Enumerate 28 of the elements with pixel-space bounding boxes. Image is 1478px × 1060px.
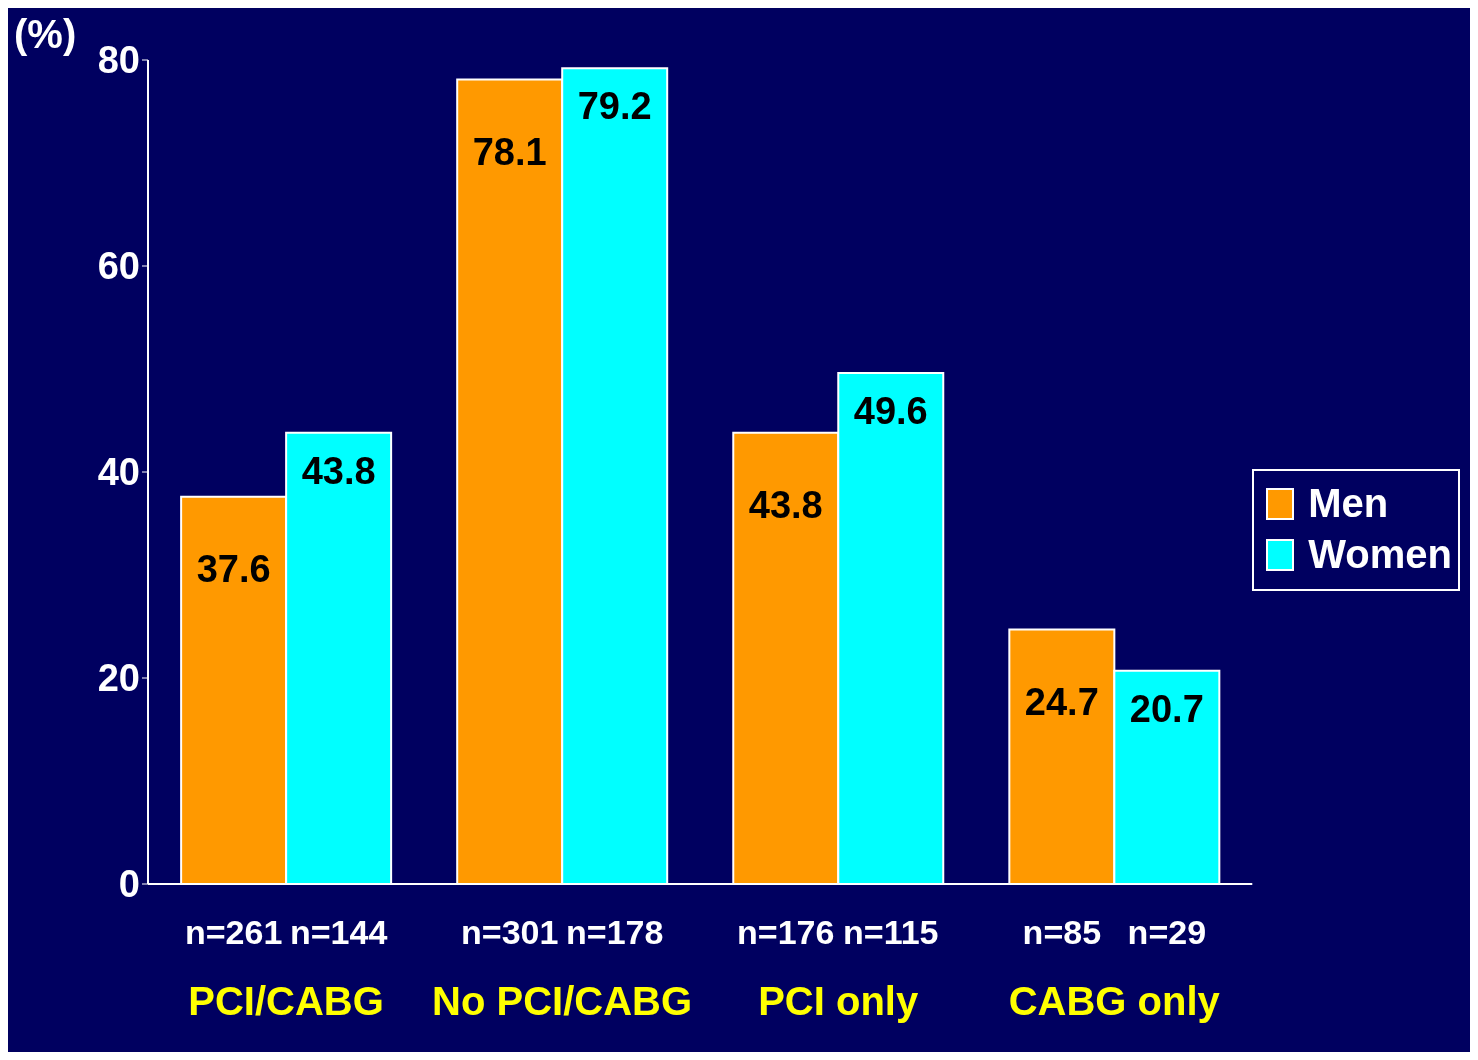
data-label: 43.8	[748, 483, 823, 526]
y-axis-title: (%)	[14, 12, 77, 57]
data-label: 20.7	[1129, 687, 1204, 730]
data-label: 43.8	[301, 449, 376, 492]
data-label: 49.6	[853, 390, 928, 433]
text: n=301	[461, 913, 559, 951]
y-tick-label: 60	[97, 245, 140, 288]
x-tick-label: PCI only	[758, 979, 919, 1024]
text: n=115	[843, 913, 939, 951]
y-tick-label: 40	[97, 451, 140, 494]
text: n=29	[1127, 913, 1207, 951]
data-label: 78.1	[472, 130, 547, 173]
y-tick-label: 0	[118, 863, 140, 906]
text: n=261	[184, 913, 283, 951]
data-label: 24.7	[1024, 680, 1099, 723]
text: n=144	[289, 913, 388, 951]
text: n=176	[737, 913, 835, 951]
text: n=178	[566, 913, 664, 951]
y-tick-label: 80	[97, 39, 140, 82]
x-tick-label: No PCI/CABG	[432, 979, 693, 1024]
y-tick-label: 20	[97, 657, 140, 700]
legend-label: Men	[1308, 481, 1389, 526]
x-tick-label: CABG only	[1008, 979, 1221, 1024]
text: n=85	[1022, 913, 1102, 951]
data-label: 37.6	[196, 547, 271, 590]
legend-label: Women	[1308, 532, 1452, 577]
data-label: 79.2	[577, 85, 652, 128]
x-tick-label: PCI/CABG	[188, 979, 384, 1024]
